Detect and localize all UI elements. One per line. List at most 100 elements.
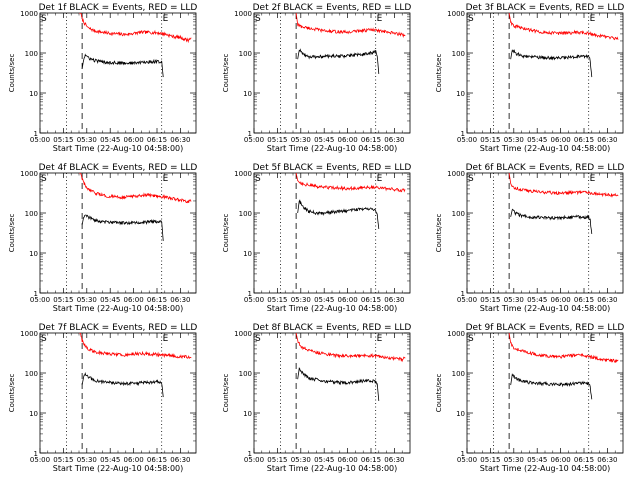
detector-panel-9: Det 9f BLACK = Events, RED = LLD 1 10 100 10… bbox=[435, 323, 624, 473]
x-tick-label: 05:45 bbox=[100, 136, 120, 144]
y-axis-label: Counts/sec bbox=[222, 374, 230, 413]
x-axis-label: Start Time (22-Aug-10 04:58:00) bbox=[480, 304, 611, 313]
x-tick-label: 06:15 bbox=[574, 136, 594, 144]
y-tick-label: 100 bbox=[452, 50, 465, 58]
x-axis-label: Start Time (22-Aug-10 04:58:00) bbox=[53, 464, 184, 473]
x-tick-label: 05:45 bbox=[100, 456, 120, 464]
y-tick-label: 10 bbox=[456, 250, 465, 258]
x-tick-label: 05:15 bbox=[480, 296, 500, 304]
end-marker: E bbox=[590, 174, 596, 184]
y-tick-label: 10 bbox=[243, 410, 252, 418]
x-tick-label: 05:15 bbox=[267, 456, 287, 464]
end-marker: E bbox=[163, 174, 169, 184]
x-tick-label: 06:15 bbox=[361, 456, 381, 464]
end-marker: E bbox=[377, 14, 383, 24]
y-tick-label: 1000 bbox=[447, 10, 465, 18]
series-line-events bbox=[81, 214, 164, 241]
panel-title: Det 3f BLACK = Events, RED = LLD bbox=[466, 3, 625, 13]
x-tick-label: 05:30 bbox=[77, 296, 97, 304]
x-tick-label: 06:30 bbox=[597, 456, 617, 464]
x-axis-label: Start Time (22-Aug-10 04:58:00) bbox=[267, 304, 398, 313]
x-tick-label: 05:30 bbox=[504, 136, 524, 144]
x-tick-label: 05:30 bbox=[291, 136, 311, 144]
x-tick-label: 06:15 bbox=[574, 456, 594, 464]
x-tick-label: 06:00 bbox=[338, 296, 358, 304]
x-tick-label: 06:30 bbox=[597, 296, 617, 304]
x-tick-label: 05:45 bbox=[527, 456, 547, 464]
y-axis-label: Counts/sec bbox=[8, 214, 16, 253]
start-marker: S bbox=[468, 174, 474, 184]
x-tick-label: 05:30 bbox=[77, 136, 97, 144]
series-line-lld bbox=[508, 333, 619, 363]
y-tick-label: 1000 bbox=[447, 170, 465, 178]
series-line-lld bbox=[508, 173, 619, 198]
y-tick-label: 1000 bbox=[20, 170, 38, 178]
end-marker: E bbox=[590, 14, 596, 24]
x-tick-label: 06:30 bbox=[170, 296, 190, 304]
panel-title: Det 8f BLACK = Events, RED = LLD bbox=[253, 323, 412, 333]
y-tick-label: 1 bbox=[461, 450, 465, 458]
plot-frame bbox=[39, 332, 197, 454]
y-tick-label: 10 bbox=[29, 90, 38, 98]
panel-title: Det 6f BLACK = Events, RED = LLD bbox=[466, 163, 625, 173]
y-tick-label: 100 bbox=[25, 50, 38, 58]
panel-title: Det 2f BLACK = Events, RED = LLD bbox=[253, 3, 412, 13]
panel-title: Det 1f BLACK = Events, RED = LLD bbox=[39, 3, 198, 13]
y-tick-label: 1000 bbox=[20, 10, 38, 18]
x-axis-label: Start Time (22-Aug-10 04:58:00) bbox=[480, 144, 611, 153]
y-axis-label: Counts/sec bbox=[222, 214, 230, 253]
x-tick-label: 06:30 bbox=[597, 136, 617, 144]
y-tick-label: 100 bbox=[239, 370, 252, 378]
x-tick-label: 06:15 bbox=[147, 296, 167, 304]
x-tick-label: 06:00 bbox=[338, 456, 358, 464]
x-tick-label: 06:00 bbox=[551, 136, 571, 144]
detector-panel-5: Det 5f BLACK = Events, RED = LLD 1 10 100 10… bbox=[222, 163, 411, 313]
plot-frame bbox=[39, 12, 197, 134]
y-axis-label: Counts/sec bbox=[435, 54, 443, 93]
y-tick-label: 1000 bbox=[447, 330, 465, 338]
x-tick-label: 05:15 bbox=[480, 456, 500, 464]
start-marker: S bbox=[468, 14, 474, 24]
y-tick-label: 1 bbox=[461, 290, 465, 298]
y-tick-label: 100 bbox=[25, 210, 38, 218]
series-line-lld bbox=[79, 333, 192, 360]
y-tick-label: 100 bbox=[239, 210, 252, 218]
x-axis-label: Start Time (22-Aug-10 04:58:00) bbox=[267, 464, 398, 473]
series-line-lld bbox=[295, 13, 406, 38]
detector-panel-8: Det 8f BLACK = Events, RED = LLD 1 10 100 10… bbox=[222, 323, 411, 473]
y-tick-label: 100 bbox=[452, 210, 465, 218]
y-tick-label: 1 bbox=[248, 450, 252, 458]
x-tick-label: 05:00 bbox=[30, 456, 50, 464]
x-tick-label: 06:15 bbox=[147, 136, 167, 144]
x-tick-label: 05:45 bbox=[314, 296, 334, 304]
y-axis-label: Counts/sec bbox=[435, 374, 443, 413]
start-marker: S bbox=[468, 334, 474, 344]
y-tick-label: 10 bbox=[243, 90, 252, 98]
end-marker: E bbox=[163, 334, 169, 344]
y-tick-label: 1 bbox=[34, 130, 38, 138]
y-tick-label: 100 bbox=[25, 370, 38, 378]
detector-panel-3: Det 3f BLACK = Events, RED = LLD 1 10 100 10… bbox=[435, 3, 624, 153]
x-tick-label: 06:30 bbox=[384, 136, 404, 144]
x-tick-label: 05:30 bbox=[504, 456, 524, 464]
x-tick-label: 06:15 bbox=[147, 456, 167, 464]
x-tick-label: 06:30 bbox=[170, 456, 190, 464]
y-tick-label: 10 bbox=[243, 250, 252, 258]
x-tick-label: 05:15 bbox=[53, 456, 73, 464]
plot-frame bbox=[39, 172, 197, 294]
x-tick-label: 05:45 bbox=[100, 296, 120, 304]
y-tick-label: 1 bbox=[248, 130, 252, 138]
y-tick-label: 10 bbox=[456, 90, 465, 98]
y-tick-label: 1 bbox=[461, 130, 465, 138]
series-line-events bbox=[81, 53, 164, 78]
plot-frame bbox=[466, 172, 624, 294]
x-tick-label: 05:15 bbox=[480, 136, 500, 144]
y-tick-label: 1000 bbox=[20, 330, 38, 338]
x-tick-label: 05:00 bbox=[30, 136, 50, 144]
y-tick-label: 100 bbox=[239, 50, 252, 58]
x-tick-label: 06:00 bbox=[124, 296, 144, 304]
series-line-lld bbox=[79, 13, 192, 44]
x-axis-label: Start Time (22-Aug-10 04:58:00) bbox=[480, 464, 611, 473]
start-marker: S bbox=[255, 174, 261, 184]
